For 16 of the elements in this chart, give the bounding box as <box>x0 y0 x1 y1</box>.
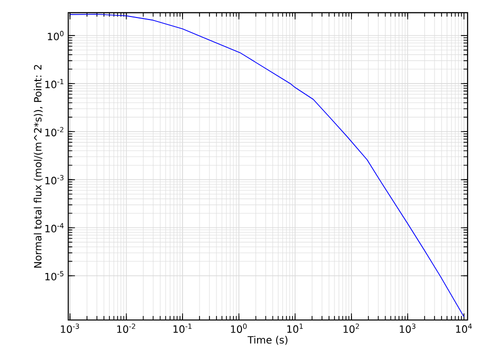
x-tick-label: 10$^{2}$ <box>344 324 359 333</box>
x-tick-label: 10$^{1}$ <box>287 324 303 333</box>
x-tick-label: 10$^{4}$ <box>456 324 472 333</box>
x-tick-label: 10$^{-2}$ <box>117 324 136 333</box>
x-tick-label: 10$^{0}$ <box>231 324 247 333</box>
y-tick-label: 10$^{-5}$ <box>45 271 64 280</box>
y-tick-label: 10$^{-2}$ <box>45 126 64 136</box>
y-tick-label: 10$^{-3}$ <box>45 174 64 184</box>
y-tick-label: 10$^{-4}$ <box>45 223 64 232</box>
y-tick-label: 10$^{-1}$ <box>45 78 64 88</box>
x-tick-label: 10$^{-3}$ <box>60 324 79 333</box>
y-tick-label: 10$^{0}$ <box>48 30 64 40</box>
y-axis-title: Normal total flux (mol/(m^2*s)), Point: 2 <box>34 65 43 268</box>
x-tick-label: 10$^{3}$ <box>400 324 416 333</box>
x-axis-title: Time (s) <box>248 336 288 345</box>
x-tick-label: 10$^{-1}$ <box>174 324 192 333</box>
